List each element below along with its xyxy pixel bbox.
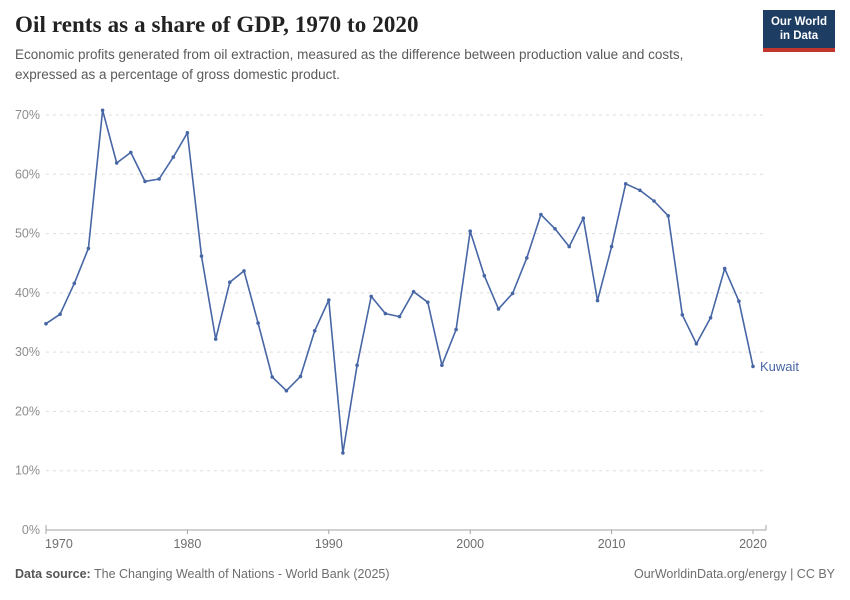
kuwait-trend-line[interactable] bbox=[45, 109, 754, 454]
data-point[interactable] bbox=[496, 307, 501, 311]
data-point[interactable] bbox=[680, 313, 685, 317]
x-axis-tick-label: 2000 bbox=[456, 537, 484, 551]
chart-header: Oil rents as a share of GDP, 1970 to 202… bbox=[15, 12, 735, 86]
data-point[interactable] bbox=[312, 329, 317, 333]
data-point[interactable] bbox=[355, 363, 359, 368]
data-point[interactable] bbox=[199, 254, 204, 258]
data-point[interactable] bbox=[666, 214, 670, 218]
data-source-label: Data source: bbox=[15, 567, 91, 581]
y-axis-tick-label: 70% bbox=[15, 108, 40, 122]
y-axis-tick-label: 0% bbox=[22, 523, 40, 537]
data-point[interactable] bbox=[100, 108, 105, 113]
data-point[interactable] bbox=[185, 131, 190, 135]
data-point[interactable] bbox=[58, 312, 62, 316]
y-axis-tick-label: 30% bbox=[15, 345, 40, 359]
data-point[interactable] bbox=[595, 298, 600, 303]
owid-logo[interactable]: Our World in Data bbox=[762, 10, 835, 52]
page-title: Oil rents as a share of GDP, 1970 to 202… bbox=[15, 12, 419, 37]
credit-text[interactable]: OurWorldinData.org/energy | CC BY bbox=[633, 567, 835, 581]
chart-subtitle: Economic profits generated from oil extr… bbox=[15, 47, 684, 83]
y-axis-tick-label: 40% bbox=[15, 286, 40, 300]
series-label-kuwait[interactable]: Kuwait bbox=[760, 359, 799, 374]
data-point[interactable] bbox=[143, 179, 147, 184]
data-point[interactable] bbox=[228, 280, 232, 284]
data-point[interactable] bbox=[468, 229, 473, 233]
logo-line-2: in Data bbox=[779, 30, 819, 43]
data-point[interactable] bbox=[722, 266, 727, 271]
data-point[interactable] bbox=[708, 316, 713, 320]
y-axis-tick-label: 10% bbox=[15, 464, 40, 478]
data-point[interactable] bbox=[129, 150, 133, 155]
data-point[interactable] bbox=[171, 155, 176, 159]
data-point[interactable] bbox=[157, 177, 161, 181]
data-point[interactable] bbox=[510, 291, 515, 296]
data-point[interactable] bbox=[44, 321, 48, 326]
y-axis-tick-label: 50% bbox=[15, 227, 40, 241]
data-point[interactable] bbox=[383, 311, 388, 316]
data-point[interactable] bbox=[454, 327, 458, 332]
data-point[interactable] bbox=[609, 244, 614, 249]
data-point[interactable] bbox=[298, 374, 303, 379]
data-point[interactable] bbox=[86, 246, 91, 251]
x-axis-tick-label: 1980 bbox=[173, 537, 201, 551]
data-point[interactable] bbox=[213, 337, 218, 341]
data-point[interactable] bbox=[341, 451, 345, 455]
data-point[interactable] bbox=[242, 269, 246, 273]
data-point[interactable] bbox=[638, 188, 642, 193]
data-point[interactable] bbox=[567, 244, 571, 249]
y-axis-tick-label: 60% bbox=[15, 167, 40, 181]
line-chart[interactable]: 0% 10% 20% 30% 40% 50% 60% 70% 1970 1980 1990 2000 2… bbox=[0, 88, 850, 560]
chart-footer: Data source: The Changing Wealth of Nati… bbox=[15, 567, 835, 581]
data-source-line: Data source: The Changing Wealth of Nati… bbox=[15, 567, 390, 581]
data-point[interactable] bbox=[284, 388, 289, 393]
data-point[interactable] bbox=[426, 300, 430, 305]
data-point[interactable] bbox=[737, 299, 741, 303]
logo-line-1: Our World bbox=[770, 16, 827, 28]
data-point[interactable] bbox=[694, 342, 699, 346]
data-source-text: The Changing Wealth of Nations - World B… bbox=[90, 567, 390, 581]
x-axis-tick-label: 1990 bbox=[315, 537, 343, 551]
data-point[interactable] bbox=[256, 321, 260, 325]
data-point[interactable] bbox=[623, 182, 628, 186]
data-point[interactable] bbox=[751, 364, 755, 369]
data-point[interactable] bbox=[114, 161, 119, 165]
data-point[interactable] bbox=[72, 281, 77, 286]
data-point[interactable] bbox=[539, 212, 543, 217]
data-point[interactable] bbox=[525, 256, 529, 260]
data-point[interactable] bbox=[482, 273, 487, 278]
x-axis-tick-label: 2010 bbox=[598, 537, 626, 551]
data-point[interactable] bbox=[397, 314, 402, 319]
y-axis-tick-label: 20% bbox=[15, 404, 40, 418]
data-point[interactable] bbox=[411, 289, 416, 294]
data-point[interactable] bbox=[440, 363, 444, 368]
data-point[interactable] bbox=[581, 216, 586, 220]
x-axis-tick-label: 2020 bbox=[739, 537, 767, 551]
data-point[interactable] bbox=[652, 199, 656, 203]
data-point[interactable] bbox=[369, 294, 374, 299]
data-point[interactable] bbox=[327, 298, 331, 302]
x-axis-tick-label: 1970 bbox=[45, 537, 73, 551]
data-point[interactable] bbox=[270, 375, 275, 379]
data-point[interactable] bbox=[553, 227, 557, 231]
